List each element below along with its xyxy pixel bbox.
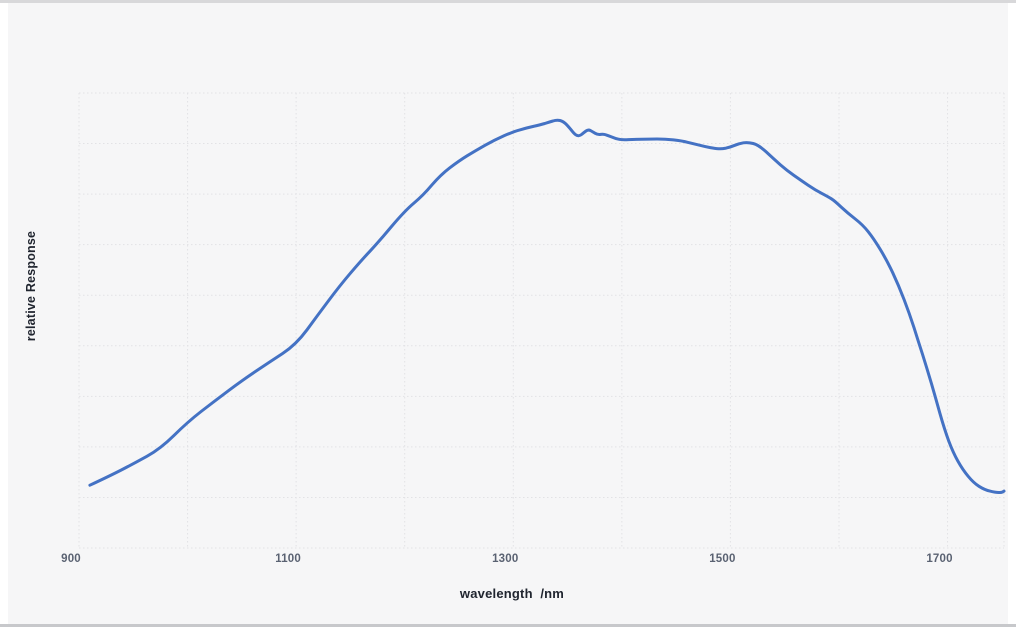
card-top-border xyxy=(0,0,1016,3)
y-axis-title-text: relative Response xyxy=(24,230,38,342)
x-axis-title: wavelength /nm xyxy=(459,586,565,601)
x-axis-tick-label: 1700 xyxy=(926,553,953,565)
plot-area xyxy=(78,92,1006,549)
chart-card xyxy=(8,3,1008,624)
card-bottom-border xyxy=(0,624,1016,627)
x-axis-tick-label: 900 xyxy=(61,553,81,565)
response-curve-line xyxy=(88,118,1006,494)
x-axis-tick-label: 1500 xyxy=(709,553,736,565)
x-axis-tick-label: 1300 xyxy=(492,553,519,565)
x-axis-tick-label: 1100 xyxy=(275,553,301,565)
response-chart-svg xyxy=(78,92,1006,549)
